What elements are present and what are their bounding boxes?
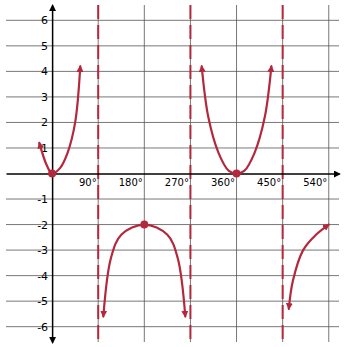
tick-label: -3 [37,244,48,257]
tick: -5 [37,295,52,308]
tick-label: 2 [41,116,48,129]
grid-line [6,45,339,46]
grid-line [6,224,339,225]
grid-line [6,199,339,200]
tick: -4 [37,270,52,283]
tick: 450° [257,174,283,188]
grid-line [6,326,339,327]
tick-label: -1 [37,193,48,206]
tick-label: -2 [37,219,48,232]
grid-line [6,20,339,21]
curve [39,66,80,173]
grid [6,5,339,342]
curve [103,225,185,317]
tick-label: 450° [257,177,281,188]
tick: 180° [119,174,145,188]
chart: 90°180°270°360°450°540°-6-5-4-3-2-112345… [0,0,345,347]
tick-label: 5 [41,40,48,53]
tick: 3 [41,91,52,104]
tick: -1 [37,193,52,206]
curve [289,225,329,309]
axis-line [7,173,340,175]
grid-line [6,122,339,123]
plot-marks [39,66,328,316]
tick: 5 [41,40,52,53]
grid-line [6,250,339,251]
tick-label: 270° [165,177,189,188]
tick-label: -4 [37,270,48,283]
x-axis: 90° 180° 270° 360° 450° 540° [7,174,340,188]
tick-label: 90° [79,177,97,188]
tick-label: 3 [41,91,48,104]
tick-label: -5 [37,295,48,308]
grid-line [6,96,339,97]
tick: -2 [37,219,52,232]
tick-label: 540° [303,177,327,188]
tick: 360° [211,174,237,188]
tick-label: 6 [41,14,48,27]
point [48,170,56,178]
grid-line [6,147,339,148]
curve [202,66,272,173]
point [233,170,241,178]
tick-label: 360° [211,177,235,188]
tick: -3 [37,244,52,257]
tick: 4 [41,65,52,78]
tick-label: 180° [119,177,143,188]
tick-label: 4 [41,65,48,78]
grid-line [6,71,339,72]
tick: 90° [79,174,99,188]
tick: 2 [41,116,52,129]
tick: -6 [37,321,52,334]
tick: 540° [303,174,329,188]
tick: 270° [165,174,191,188]
grid-line [6,275,339,276]
tick: 6 [41,14,52,27]
point [140,221,148,229]
tick-label: -6 [37,321,48,334]
